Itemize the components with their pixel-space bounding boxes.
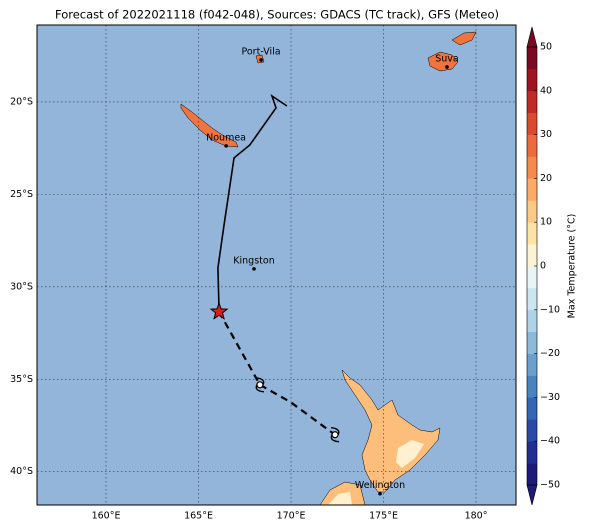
colorbar-band bbox=[527, 90, 537, 113]
x-tick-label: 160°E bbox=[92, 511, 121, 522]
nz-cool-core bbox=[396, 440, 424, 468]
x-tick-label: 170°E bbox=[277, 511, 306, 522]
map-title: Forecast of 2022021118 (f042-048), Sourc… bbox=[55, 8, 499, 22]
colorbar-band bbox=[527, 156, 537, 179]
colorbar-tick-label: 20 bbox=[540, 173, 552, 184]
y-tick-label: 35°S bbox=[10, 374, 33, 385]
colorbar-tick-label: −20 bbox=[540, 348, 560, 359]
current-position-star bbox=[209, 301, 229, 320]
colorbar-tick-label: 30 bbox=[540, 129, 552, 140]
colorbar-band bbox=[527, 47, 537, 70]
city-marker bbox=[224, 144, 228, 148]
colorbar-band bbox=[527, 134, 537, 157]
nz-south-core bbox=[328, 492, 352, 505]
colorbar-band bbox=[527, 244, 537, 267]
colorbar-tick-label: 10 bbox=[540, 217, 552, 228]
y-tick-label: 25°S bbox=[10, 189, 33, 200]
colorbar-band bbox=[527, 68, 537, 92]
map-frame bbox=[36, 24, 517, 506]
colorbar-tick-label: −30 bbox=[540, 392, 560, 403]
new-caledonia bbox=[180, 103, 239, 148]
colorbar-tick-label: 50 bbox=[540, 42, 552, 53]
city-marker bbox=[252, 267, 256, 271]
colorbar-band bbox=[527, 309, 537, 332]
colorbar-tick-label: −10 bbox=[540, 304, 560, 315]
colorbar-band bbox=[527, 441, 537, 464]
observed-track bbox=[217, 94, 288, 312]
y-tick-label: 20°S bbox=[10, 96, 33, 107]
colorbar-band bbox=[527, 266, 537, 289]
colorbar-band bbox=[527, 200, 537, 223]
colorbar-band bbox=[527, 419, 537, 442]
city-label: Kingston bbox=[233, 255, 274, 266]
fiji-vanua-levu bbox=[451, 31, 477, 46]
city-marker bbox=[259, 58, 263, 62]
x-tick-label: 180° bbox=[465, 511, 488, 522]
storm-center bbox=[331, 431, 339, 439]
colorbar-tick-label: 40 bbox=[540, 85, 552, 96]
colorbar-band bbox=[527, 112, 537, 135]
land bbox=[180, 31, 477, 506]
colorbar-band bbox=[527, 353, 537, 376]
colorbar-band bbox=[527, 178, 537, 201]
y-tick-label: 40°S bbox=[10, 466, 33, 477]
colorbar-tick-label: −50 bbox=[540, 480, 560, 491]
x-tick-label: 165°E bbox=[184, 511, 213, 522]
colorbar-tick-label: 0 bbox=[540, 261, 546, 272]
city-label: Wellington bbox=[355, 480, 405, 491]
colorbar-band bbox=[527, 463, 537, 486]
ocean bbox=[37, 25, 516, 505]
colorbar-band bbox=[527, 222, 537, 245]
colorbar-band bbox=[527, 287, 537, 311]
y-tick-label: 30°S bbox=[10, 281, 33, 292]
city-marker bbox=[445, 65, 449, 69]
city-label: Port-Vila bbox=[241, 46, 280, 57]
colorbar-label: Max Temperature (°C) bbox=[567, 214, 578, 319]
city-label: Suva bbox=[435, 53, 459, 64]
colorbar-band bbox=[527, 397, 537, 420]
colorbar-band bbox=[527, 331, 537, 354]
forecast-track bbox=[218, 311, 336, 436]
city-marker bbox=[378, 491, 382, 496]
storm-center bbox=[256, 381, 264, 389]
colorbar-band bbox=[527, 375, 537, 398]
city-label: Noumea bbox=[206, 132, 246, 143]
new-zealand-north bbox=[341, 369, 441, 493]
colorbar-tick-label: −40 bbox=[540, 436, 560, 447]
x-tick-label: 175°E bbox=[369, 511, 398, 522]
fiji-viti-levu bbox=[427, 51, 459, 72]
